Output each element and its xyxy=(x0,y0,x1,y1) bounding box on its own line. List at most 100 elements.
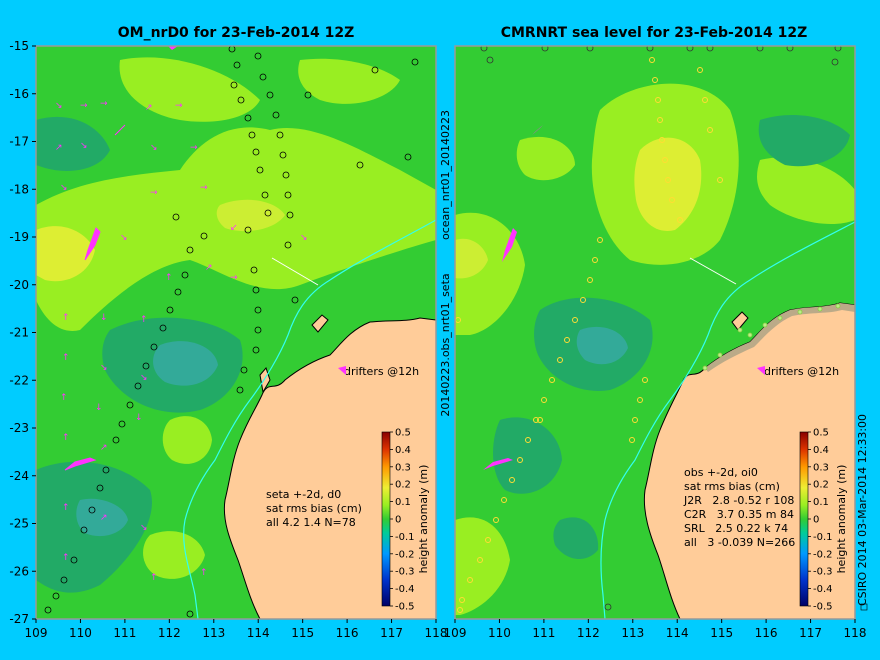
y-tick-label: -20 xyxy=(9,278,29,292)
right-stats-line: all 3 -0.039 N=266 xyxy=(684,536,795,549)
right-x-tick-label: 118 xyxy=(844,626,867,640)
svg-text:→: → xyxy=(230,273,238,283)
left-drifter-tracks xyxy=(64,124,126,471)
colorbar-tick-label: -0.5 xyxy=(813,602,833,613)
colorbar-tick-label: 0.4 xyxy=(395,445,411,456)
left-x-tick-label: 115 xyxy=(291,626,314,640)
svg-text:↑: ↑ xyxy=(62,433,70,443)
colorbar-tick-label: -0.3 xyxy=(395,567,415,578)
left-x-tick-label: 109 xyxy=(25,626,48,640)
right-map xyxy=(455,46,855,619)
svg-text:↑: ↑ xyxy=(165,273,173,283)
colorbar-tick-label: 0.1 xyxy=(395,497,411,508)
svg-text:↑: ↑ xyxy=(140,315,148,325)
colorbar-tick-label: 0.1 xyxy=(813,497,829,508)
y-tick-label: -19 xyxy=(9,230,29,244)
colorbar-tick-label: -0.4 xyxy=(813,584,833,595)
right-peak-region xyxy=(634,137,702,231)
y-tick-label: -27 xyxy=(9,612,29,626)
right-obs-dots xyxy=(455,57,723,613)
left-colorbar: 0.5 0.4 0.3 0.2 0.1 0 -0.1 -0.2 -0.3 -0.4 -0.5 hei… xyxy=(381,428,430,613)
colorbar-tick-label: -0.5 xyxy=(395,602,415,613)
left-x-tick-label: 113 xyxy=(202,626,225,640)
svg-text:↘: ↘ xyxy=(140,373,148,383)
right-x-axis: 109 110 111 112 113 114 115 116 117 118 xyxy=(444,619,867,640)
right-x-tick-label: 112 xyxy=(577,626,600,640)
y-tick-label: -24 xyxy=(9,469,29,483)
right-isobath-line xyxy=(600,221,855,619)
svg-text:→: → xyxy=(80,101,88,111)
y-tick-label: -25 xyxy=(9,517,29,531)
left-stats-line: sat rms bias (cm) xyxy=(266,502,362,515)
right-x-tick-label: 117 xyxy=(799,626,822,640)
colorbar-tick-label: 0.5 xyxy=(813,428,829,439)
svg-text:↓: ↓ xyxy=(100,313,108,323)
colorbar-tick-label: 0.2 xyxy=(395,480,411,491)
right-map-frame xyxy=(454,45,856,620)
svg-text:↓: ↓ xyxy=(135,413,143,423)
svg-text:→: → xyxy=(200,183,208,193)
right-stats-block: obs +-2d, oi0 sat rms bias (cm) J2R 2.8 … xyxy=(683,466,795,549)
credit-label: CSIRO 2014 03-Mar-2014 12:33:00 xyxy=(856,414,869,606)
right-x-tick-label: 109 xyxy=(444,626,467,640)
left-drifters-label: drifters @12h xyxy=(344,365,419,378)
svg-text:↗: ↗ xyxy=(100,443,108,453)
svg-text:↑: ↑ xyxy=(62,313,70,323)
left-stats-block: seta +-2d, d0 sat rms bias (cm) all 4.2 … xyxy=(266,488,362,529)
right-colorbar-ticks: 0.5 0.4 0.3 0.2 0.1 0 -0.1 -0.2 -0.3 -0.4 -0.5 xyxy=(808,428,833,613)
colorbar-tick-label: 0.2 xyxy=(813,480,829,491)
left-stats-line: all 4.2 1.4 N=78 xyxy=(266,516,356,529)
colorbar-tick-label: 0 xyxy=(813,515,819,526)
right-x-tick-label: 115 xyxy=(710,626,733,640)
side-label-bottom: 20140223.obs_nrt01_seta xyxy=(439,273,452,416)
svg-text:→: → xyxy=(100,99,108,109)
svg-text:↘: ↘ xyxy=(100,363,108,373)
right-stats-line: J2R 2.8 -0.52 r 108 xyxy=(683,494,794,507)
left-y-axis: -15 -16 -17 -18 -19 -20 -21 -22 -23 -24 -25 -26 -27 xyxy=(9,39,36,626)
svg-text:↑: ↑ xyxy=(62,553,70,563)
left-peak-region xyxy=(36,226,95,282)
colorbar-tick-label: 0 xyxy=(395,515,401,526)
svg-text:↘: ↘ xyxy=(140,523,148,533)
right-colorbar: 0.5 0.4 0.3 0.2 0.1 0 -0.1 -0.2 -0.3 -0.4 -0.5 hei… xyxy=(799,428,848,613)
y-tick-label: -17 xyxy=(9,135,29,149)
right-stats-line: obs +-2d, oi0 xyxy=(684,466,758,479)
colorbar-tick-label: -0.4 xyxy=(395,584,415,595)
left-stats-line: seta +-2d, d0 xyxy=(266,488,341,501)
svg-text:↘: ↘ xyxy=(300,233,308,243)
svg-text:↓: ↓ xyxy=(95,403,103,413)
right-drifters-label: drifters @12h xyxy=(764,365,839,378)
left-x-tick-label: 111 xyxy=(113,626,136,640)
y-tick-label: -26 xyxy=(9,564,29,578)
right-x-tick-label: 111 xyxy=(532,626,555,640)
colorbar-tick-label: 0.3 xyxy=(395,462,411,473)
colorbar-tick-label: -0.3 xyxy=(813,567,833,578)
svg-text:↗: ↗ xyxy=(55,143,63,153)
svg-text:↘: ↘ xyxy=(120,233,128,243)
right-stats-line: SRL 2.5 0.22 k 74 xyxy=(684,522,788,535)
right-x-tick-label: 110 xyxy=(488,626,511,640)
right-x-tick-label: 114 xyxy=(666,626,689,640)
svg-text:↙: ↙ xyxy=(230,223,238,233)
colorbar-tick-label: -0.1 xyxy=(395,532,415,543)
left-x-axis: 109 110 111 112 113 114 115 116 117 118 xyxy=(25,619,447,640)
y-tick-label: -15 xyxy=(9,39,29,53)
right-track-circles xyxy=(480,46,842,611)
y-tick-label: -18 xyxy=(9,182,29,196)
right-x-tick-label: 113 xyxy=(621,626,644,640)
y-tick-label: -21 xyxy=(9,326,29,340)
credit-box-icon xyxy=(860,603,868,611)
y-tick-label: -22 xyxy=(9,373,29,387)
left-obs-circles xyxy=(44,46,419,618)
svg-text:↘: ↘ xyxy=(80,141,88,151)
y-tick-label: -23 xyxy=(9,421,29,435)
svg-text:↗: ↗ xyxy=(205,263,213,273)
left-map: ↘ → → ↗ →↘ ↗ ↘ → ↘ → → ↙↘↘ ↑↗→ ↑ ↓ ↑ ↑↘↘ ↑↓↓ ↑↗↑ … xyxy=(36,46,436,619)
left-x-tick-label: 112 xyxy=(158,626,181,640)
left-x-tick-label: 116 xyxy=(336,626,359,640)
left-colorbar-label: height anomaly (m) xyxy=(417,465,430,574)
svg-text:→: → xyxy=(175,101,183,111)
right-colorbar-label: height anomaly (m) xyxy=(835,465,848,574)
right-coast-obs xyxy=(702,303,841,371)
right-stats-line: sat rms bias (cm) xyxy=(684,480,780,493)
